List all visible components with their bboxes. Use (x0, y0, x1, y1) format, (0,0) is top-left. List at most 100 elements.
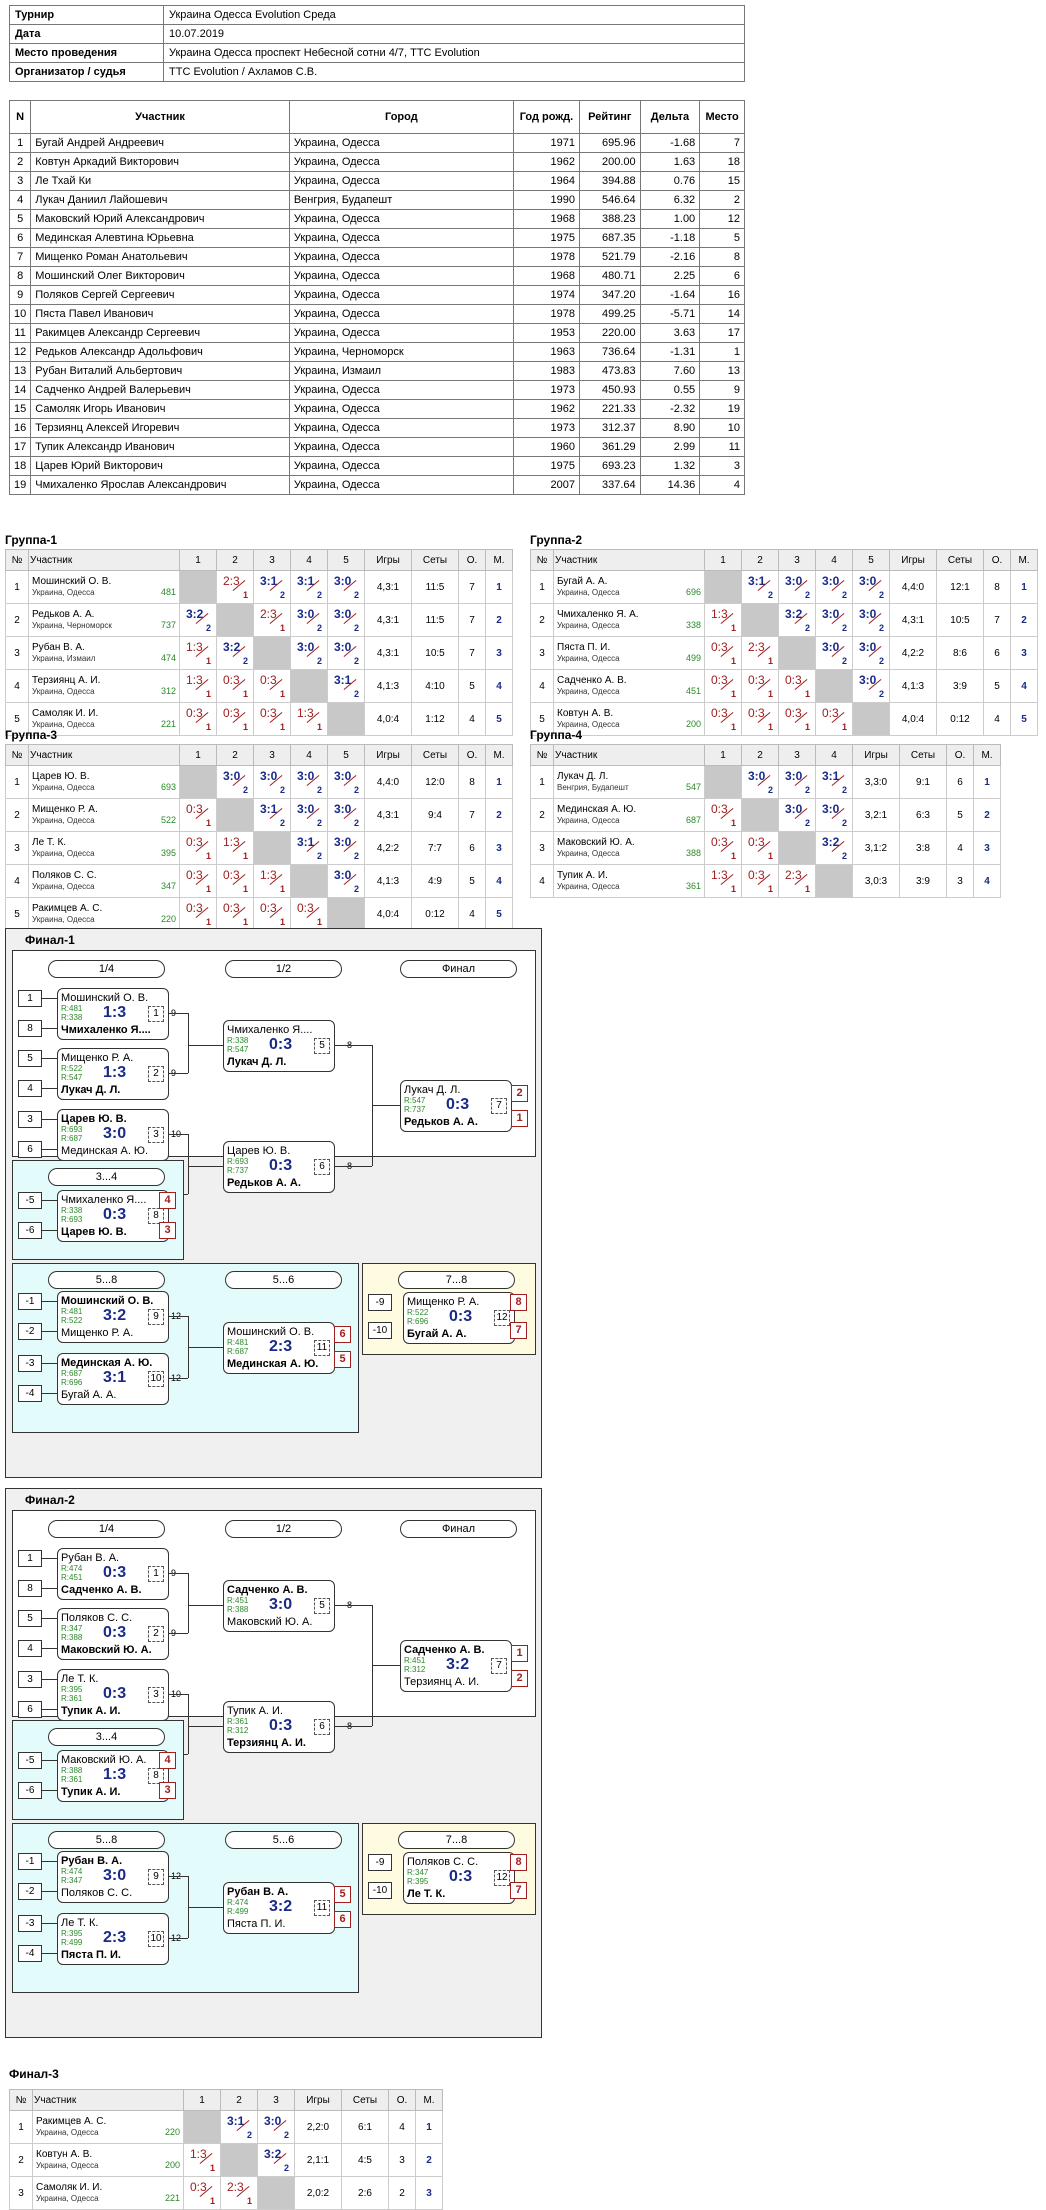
match-score: 3:0 (748, 769, 766, 783)
group-player-rating: 200 (685, 719, 701, 729)
match-score: 0:3 (449, 1868, 473, 1885)
group-row: 5 Ракимцев А. С. Украина, Одесса 220 0:3 1 0:3… (5, 897, 513, 931)
place-box: 6 (334, 1326, 351, 1343)
group-points: 7 (458, 570, 486, 604)
player-cell: Ковтун Аркадий Викторович (30, 152, 290, 172)
group-col-header: Сеты (899, 744, 947, 766)
group-row-number: 3 (530, 831, 554, 865)
bracket-line (41, 1923, 57, 1924)
group-col-header: М. (485, 549, 513, 571)
group-row-number: 5 (5, 897, 29, 931)
match-player-1: Рубан В. А. (227, 1886, 289, 1898)
bracket-line (188, 1347, 223, 1348)
seed-box: -1 (18, 1853, 42, 1870)
player-cell: Украина, Одесса (288, 209, 514, 229)
group-games: 4,4:0 (889, 570, 937, 604)
info-value: 10.07.2019 (163, 24, 745, 44)
match-points: 2 (841, 590, 847, 600)
group-col-header: 1 (179, 744, 217, 766)
group-player-cell: Ракимцев А. С. Украина, Одесса 220 (28, 897, 180, 931)
match-points: 1 (730, 818, 736, 828)
player-row: 17 Тупик Александр Иванович Украина, Одесс… (8, 437, 745, 457)
group-player-cell: Садченко А. В. Украина, Одесса 451 (553, 669, 705, 703)
bracket-line (41, 1088, 57, 1089)
group-player-city: Украина, Одесса 338 (557, 620, 701, 630)
player-cell: 1978 (512, 304, 581, 324)
round-header: 5...6 (225, 1831, 342, 1849)
match-score: 3:0 (785, 574, 803, 588)
match-score: 3:2 (264, 2147, 282, 2161)
match-box: Рубан В. А. R:474 R:499 3:2 11 Пяста П. И. (223, 1882, 335, 1934)
round-header: 1/2 (225, 1520, 342, 1538)
match-box: Чмихаленко Я.... R:338 R:693 0:3 8 Царев Ю. В… (57, 1190, 169, 1242)
group-score-cell: 0:3 1 (216, 897, 254, 931)
player-cell: Царев Юрий Викторович (30, 456, 290, 476)
group-col-header: 2 (220, 2089, 258, 2111)
group-player-name: Ковтун А. В. (36, 2149, 93, 2160)
group-score-cell: 3:2 2 (179, 603, 217, 637)
group-row-number: 3 (5, 831, 29, 865)
match-player-2: Терзиянц А. И. (404, 1676, 480, 1688)
group-player-name: Царев Ю. В. (32, 771, 90, 782)
player-row: 2 Ковтун Аркадий Викторович Украина, Одесс… (8, 152, 745, 172)
player-cell: 693.23 (579, 456, 641, 476)
seed-box: -4 (18, 1385, 42, 1402)
match-score: 0:3 (186, 706, 203, 720)
group-col-header: 1 (704, 744, 742, 766)
group-place: 4 (485, 669, 513, 703)
group-games: 4,2:2 (364, 831, 412, 865)
group-score-cell: 0:3 1 (216, 702, 254, 736)
group-score-cell: 0:3 1 (741, 669, 779, 703)
match-player-2: Маковский Ю. А. (61, 1644, 152, 1656)
bracket-line (168, 1073, 188, 1074)
player-row: 4 Лукач Даниил Лайошевич Венгрия, Будапешт… (8, 190, 745, 210)
round-header: 5...8 (48, 1831, 165, 1849)
group-points: 4 (983, 702, 1011, 736)
group-score-cell: 3:0 2 (327, 603, 365, 637)
group-games: 4,3:1 (364, 603, 412, 637)
player-cell: 221.33 (579, 399, 641, 419)
group-col-header: 4 (290, 744, 328, 766)
match-points: 1 (242, 917, 248, 927)
group-player-city: Украина, Одесса 220 (36, 2127, 180, 2137)
group-score-cell: 0:3 1 (216, 864, 254, 898)
player-cell: 15 (699, 171, 745, 191)
player-cell: Мединская Алевтина Юрьевна (30, 228, 290, 248)
group-place: 4 (1010, 669, 1038, 703)
match-box: Садченко А. В. R:451 R:388 3:0 5 Маковский Ю.… (223, 1580, 335, 1632)
match-score: 3:0 (264, 2114, 282, 2128)
player-cell: 736.64 (579, 342, 641, 362)
match-rating-2: R:499 (227, 1907, 249, 1916)
bracket-line (41, 1149, 57, 1150)
group-player-rating: 200 (164, 2160, 180, 2170)
match-score: 3:0 (334, 640, 352, 654)
match-rating-1: R:338 (227, 1036, 249, 1045)
player-cell: 11 (8, 323, 32, 343)
group-score-cell: 0:3 1 (179, 702, 217, 736)
place-box: 5 (334, 1351, 351, 1368)
group-place: 1 (1010, 570, 1038, 604)
match-rating-2: R:687 (61, 1134, 83, 1143)
bracket-line (41, 1331, 57, 1332)
match-points: 1 (242, 851, 248, 861)
group-score-cell: 0:3 1 (216, 669, 254, 703)
match-points: 2 (353, 623, 359, 633)
group-title: Группа-2 (530, 533, 583, 547)
group-self-cell (741, 798, 779, 832)
match-player-1: Тупик А. И. (227, 1705, 283, 1717)
group-score-cell: 2:3 1 (216, 570, 254, 604)
match-points: 1 (279, 884, 285, 894)
match-score: 1:3 (711, 868, 728, 882)
match-points: 2 (279, 818, 285, 828)
seed-box: 3 (18, 1671, 42, 1688)
group-score-cell: 3:2 2 (815, 831, 853, 865)
group-player-name: Мошинский О. В. (32, 576, 112, 587)
group-player-rating: 451 (685, 686, 701, 696)
group-row: 3 Самоляк И. И. Украина, Одесса 221 0:3 1 2:3 1… (9, 2176, 443, 2210)
match-number: 12 (494, 1310, 510, 1326)
group-col-header: О. (388, 2089, 416, 2111)
group-self-cell (216, 603, 254, 637)
match-number: 12 (494, 1870, 510, 1886)
group-player-cell: Пяста П. И. Украина, Одесса 499 (553, 636, 705, 670)
match-points: 2 (804, 590, 810, 600)
